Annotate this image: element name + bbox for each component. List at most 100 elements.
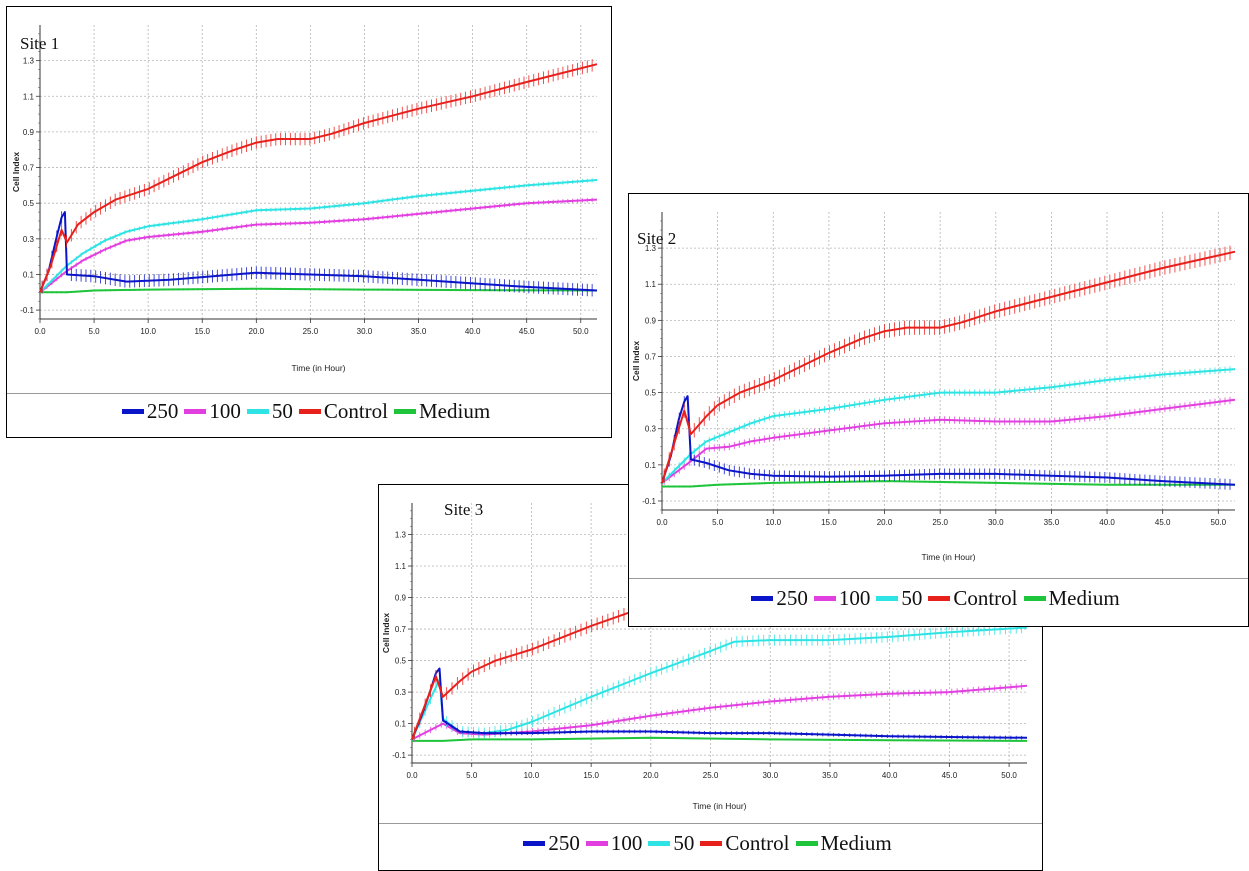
legend-label: Medium bbox=[1048, 586, 1120, 610]
chart-svg-site-2: 0.0 5.0 10.0 15.0 20.0 25.0 30.0 35.0 40.0 45.0 50… bbox=[631, 212, 1236, 562]
legend-swatch bbox=[246, 409, 269, 414]
x-tick-label: 40.0 bbox=[882, 771, 898, 780]
x-tick-label: 45.0 bbox=[519, 327, 535, 336]
x-tick-label: 10.0 bbox=[140, 327, 156, 336]
x-tick-label: 50.0 bbox=[1001, 771, 1017, 780]
series-control bbox=[661, 245, 1236, 484]
series-line-50 bbox=[661, 368, 1236, 484]
chart-legend-site-2: 250 100 50 Control Medium bbox=[629, 586, 1248, 611]
legend-label: 250 bbox=[776, 586, 808, 610]
legend-swatch bbox=[121, 409, 144, 414]
legend-swatch bbox=[184, 409, 207, 414]
y-tick-label: 0.9 bbox=[395, 594, 407, 603]
y-tick-label: 0.7 bbox=[23, 164, 35, 173]
legend-label: Control bbox=[953, 586, 1018, 610]
series-control bbox=[39, 59, 598, 294]
chart-panel-site-2: 0.0 5.0 10.0 15.0 20.0 25.0 30.0 35.0 40.0 45.0 50… bbox=[628, 193, 1249, 627]
legend-swatch bbox=[928, 596, 951, 601]
legend-item-250: 250 bbox=[523, 831, 586, 856]
y-tick-label: 0.5 bbox=[23, 199, 35, 208]
series-line-control bbox=[661, 250, 1236, 484]
series-line-100 bbox=[411, 684, 1028, 741]
legend-item-100: 100 bbox=[813, 586, 877, 611]
legend-item-50: 50 bbox=[876, 586, 928, 611]
legend-item-100: 100 bbox=[184, 399, 247, 424]
legend-label: Medium bbox=[419, 399, 491, 423]
x-tick-label: 10.0 bbox=[765, 518, 781, 527]
legend-swatch bbox=[298, 409, 321, 414]
legend-swatch bbox=[523, 841, 546, 846]
series-50 bbox=[661, 366, 1236, 484]
legend-item-control: Control bbox=[298, 399, 394, 424]
legend-swatch bbox=[1023, 596, 1046, 601]
legend-swatch bbox=[876, 596, 899, 601]
legend-item-50: 50 bbox=[246, 399, 299, 424]
series-250 bbox=[39, 211, 598, 297]
y-axis-title: Cell Index bbox=[11, 152, 21, 192]
series-line-50 bbox=[411, 626, 1028, 740]
series-line-medium bbox=[40, 287, 598, 294]
series-line-medium bbox=[662, 480, 1235, 488]
chart-legend-site-3: 250 100 50 Control Medium bbox=[379, 831, 1042, 856]
legend-item-control: Control bbox=[700, 831, 795, 856]
series-100 bbox=[411, 683, 1028, 742]
x-tick-label: 40.0 bbox=[1099, 518, 1115, 527]
y-tick-label: 1.3 bbox=[23, 57, 35, 66]
legend-swatch bbox=[585, 841, 608, 846]
y-axis-title: Cell Index bbox=[381, 613, 391, 653]
series-100 bbox=[39, 197, 598, 294]
legend-label: Control bbox=[725, 831, 790, 855]
y-tick-label: 1.1 bbox=[645, 280, 657, 289]
site-label: Site 3 bbox=[444, 500, 483, 519]
x-tick-label: 20.0 bbox=[643, 771, 659, 780]
series-50 bbox=[411, 622, 1028, 740]
legend-item-medium: Medium bbox=[1023, 586, 1126, 611]
series-line-100 bbox=[39, 198, 598, 294]
x-tick-label: 30.0 bbox=[357, 327, 373, 336]
series-line-control bbox=[39, 63, 598, 293]
legend-item-medium: Medium bbox=[394, 399, 496, 424]
legend-label: Control bbox=[323, 399, 388, 423]
y-tick-label: 0.7 bbox=[395, 625, 407, 634]
series-250 bbox=[411, 667, 1028, 740]
y-tick-label: 0.7 bbox=[645, 352, 657, 361]
legend-divider bbox=[7, 393, 611, 394]
legend-divider bbox=[379, 823, 1042, 824]
y-tick-label: 1.3 bbox=[645, 244, 657, 253]
y-tick-label: 0.1 bbox=[645, 461, 657, 470]
legend-swatch bbox=[795, 841, 818, 846]
chart-legend-site-1: 250 100 50 Control Medium bbox=[7, 399, 611, 424]
x-tick-label: 15.0 bbox=[821, 518, 837, 527]
x-axis-title: Time (in Hour) bbox=[922, 552, 976, 562]
series-line-250 bbox=[411, 667, 1028, 740]
site-label: Site 2 bbox=[637, 229, 676, 248]
series-100 bbox=[661, 396, 1236, 485]
y-tick-label: 0.5 bbox=[395, 657, 407, 666]
x-tick-label: 15.0 bbox=[194, 327, 210, 336]
series-50 bbox=[39, 178, 598, 294]
x-tick-label: 5.0 bbox=[466, 771, 478, 780]
y-tick-label: 0.5 bbox=[645, 389, 657, 398]
legend-label: 250 bbox=[146, 399, 179, 423]
legend-swatch bbox=[751, 596, 774, 601]
x-tick-label: 15.0 bbox=[583, 771, 599, 780]
y-tick-label: -0.1 bbox=[642, 497, 656, 506]
x-tick-label: 20.0 bbox=[877, 518, 893, 527]
x-tick-label: 45.0 bbox=[1155, 518, 1171, 527]
legend-divider bbox=[629, 578, 1248, 579]
x-tick-label: 45.0 bbox=[942, 771, 958, 780]
series-line-250 bbox=[39, 211, 598, 293]
series-line-100 bbox=[661, 398, 1236, 484]
legend-label: 100 bbox=[610, 831, 643, 855]
series-line-250 bbox=[661, 395, 1236, 486]
x-tick-label: 10.0 bbox=[524, 771, 540, 780]
legend-item-100: 100 bbox=[585, 831, 649, 856]
x-tick-label: 0.0 bbox=[656, 518, 668, 527]
y-axis-title: Cell Index bbox=[631, 341, 641, 381]
legend-item-50: 50 bbox=[648, 831, 700, 856]
x-tick-label: 35.0 bbox=[822, 771, 838, 780]
y-tick-label: -0.1 bbox=[392, 751, 406, 760]
series-line-medium bbox=[412, 736, 1028, 742]
legend-swatch bbox=[648, 841, 671, 846]
y-tick-label: 0.9 bbox=[23, 128, 35, 137]
